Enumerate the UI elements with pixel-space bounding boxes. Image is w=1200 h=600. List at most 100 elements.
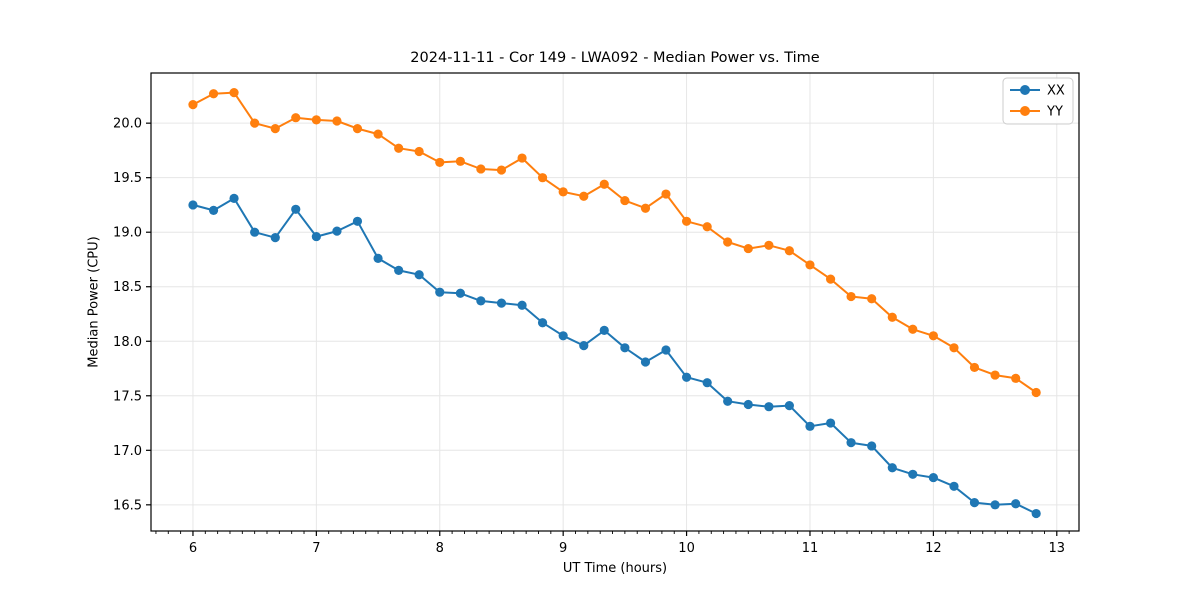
data-point-YY	[579, 191, 589, 201]
y-tick-label: 19.5	[113, 171, 142, 186]
y-tick-label: 20.0	[113, 117, 142, 132]
data-point-YY	[928, 331, 938, 341]
legend-marker-XX	[1020, 85, 1030, 95]
x-axis-label: UT Time (hours)	[562, 561, 668, 576]
data-point-XX	[825, 418, 836, 428]
data-point-YY	[908, 324, 918, 334]
data-point-YY	[188, 100, 198, 110]
data-point-YY	[229, 88, 239, 98]
x-tick-label: 13	[1049, 541, 1066, 556]
data-point-XX	[332, 226, 342, 236]
x-tick-label: 7	[312, 541, 320, 556]
data-point-YY	[476, 164, 486, 174]
x-tick-label: 6	[189, 541, 197, 556]
data-point-XX	[620, 343, 630, 353]
data-point-XX	[661, 345, 671, 355]
data-point-XX	[1031, 508, 1041, 519]
data-point-YY	[867, 294, 877, 304]
data-point-YY	[208, 89, 219, 99]
data-point-YY	[394, 143, 404, 153]
data-point-YY	[414, 146, 424, 157]
data-point-YY	[846, 291, 856, 302]
axes-spines	[150, 72, 1080, 532]
data-point-YY	[640, 203, 651, 213]
y-tick-label: 17.0	[113, 444, 142, 459]
data-point-YY	[332, 116, 342, 126]
data-point-XX	[188, 200, 198, 210]
data-point-YY	[620, 195, 630, 206]
data-point-XX	[1011, 499, 1021, 509]
data-point-YY	[373, 129, 383, 139]
data-point-XX	[640, 357, 651, 367]
data-point-YY	[311, 115, 321, 125]
data-point-XX	[887, 463, 897, 473]
data-point-YY	[599, 179, 609, 189]
data-point-XX	[743, 399, 753, 410]
legend-label-YY: YY	[1046, 105, 1063, 120]
data-point-XX	[558, 331, 568, 341]
data-point-YY	[1031, 387, 1041, 398]
data-point-YY	[517, 153, 527, 163]
y-tick-label: 17.5	[113, 389, 142, 404]
data-point-XX	[723, 396, 733, 406]
data-point-YY	[661, 189, 671, 199]
data-point-XX	[496, 298, 507, 308]
data-point-XX	[435, 287, 445, 297]
data-point-XX	[455, 288, 465, 298]
data-point-YY	[764, 240, 774, 250]
data-point-YY	[496, 165, 507, 175]
data-point-YY	[723, 237, 733, 247]
data-point-YY	[250, 118, 260, 128]
series-line-XX	[192, 197, 1037, 515]
data-point-YY	[291, 113, 301, 123]
data-point-XX	[867, 441, 877, 451]
data-point-YY	[805, 260, 815, 270]
data-point-YY	[537, 173, 548, 183]
data-point-XX	[805, 421, 815, 431]
data-point-XX	[311, 231, 321, 242]
data-point-XX	[702, 378, 712, 388]
data-point-XX	[229, 193, 239, 204]
data-point-YY	[1011, 373, 1021, 383]
data-point-YY	[743, 243, 753, 254]
data-point-XX	[784, 400, 794, 411]
data-point-YY	[702, 222, 712, 232]
data-point-YY	[352, 124, 363, 134]
data-point-YY	[825, 274, 836, 284]
data-point-XX	[250, 227, 260, 237]
data-point-XX	[537, 318, 548, 328]
data-point-YY	[681, 216, 692, 226]
data-point-XX	[291, 204, 301, 214]
data-point-XX	[373, 253, 383, 263]
data-point-XX	[928, 472, 938, 483]
data-point-XX	[949, 481, 959, 491]
data-point-YY	[969, 362, 980, 373]
x-tick-label: 10	[678, 541, 695, 556]
x-tick-label: 11	[802, 541, 819, 556]
chart-title: 2024-11-11 - Cor 149 - LWA092 - Median P…	[410, 50, 820, 66]
data-point-XX	[681, 372, 692, 382]
data-point-XX	[579, 341, 589, 351]
y-tick-label: 18.0	[113, 335, 142, 350]
data-point-XX	[476, 296, 486, 306]
data-point-YY	[990, 370, 1000, 380]
x-tick-label: 12	[925, 541, 942, 556]
data-point-YY	[270, 124, 280, 134]
data-point-XX	[352, 216, 363, 226]
data-point-XX	[969, 498, 980, 508]
y-tick-label: 16.5	[113, 498, 142, 513]
legend-marker-YY	[1020, 106, 1030, 116]
data-point-YY	[435, 157, 445, 168]
data-point-YY	[887, 312, 897, 322]
x-tick-label: 9	[559, 541, 567, 556]
data-point-XX	[599, 325, 609, 335]
data-point-YY	[455, 156, 465, 166]
series-line-YY	[192, 91, 1037, 394]
data-point-XX	[908, 469, 918, 479]
data-point-XX	[764, 402, 774, 412]
legend-label-XX: XX	[1047, 84, 1065, 99]
data-point-XX	[846, 438, 856, 448]
data-point-XX	[270, 233, 280, 243]
